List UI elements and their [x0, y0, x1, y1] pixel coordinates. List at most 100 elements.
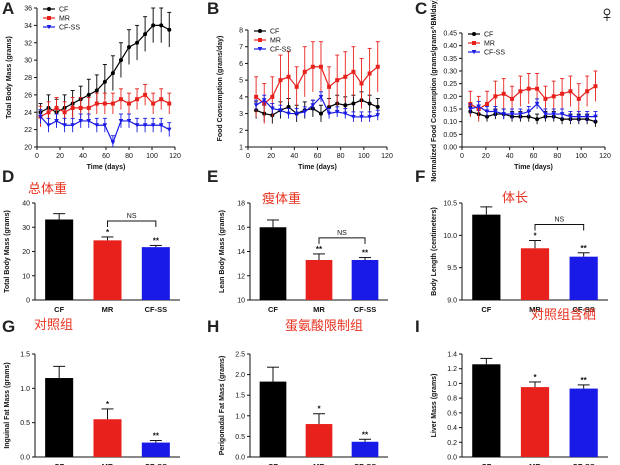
y-tick-label: 0.20	[443, 94, 457, 101]
y-tick-label: 9.5	[447, 265, 457, 272]
panel-a: A Total Body Mass (grams) 20 22 24 26 28 30 32 34…	[2, 0, 181, 171]
x-tick-label: 0	[246, 153, 250, 160]
y-tick-label: 14	[237, 249, 245, 256]
significance-marker: *	[106, 228, 110, 237]
data-point	[534, 101, 540, 107]
y-tick-label: 9.0	[447, 298, 457, 305]
bar-cf	[45, 378, 74, 457]
x-tick-label: 40	[290, 153, 298, 160]
data-point	[493, 109, 498, 114]
data-point	[484, 109, 490, 114]
y-tick-label: 24	[24, 110, 32, 117]
panel-label: C	[415, 0, 427, 18]
data-point	[143, 32, 148, 37]
data-point	[359, 81, 364, 86]
bar-cf	[472, 214, 501, 300]
annotation-methionine-restricted: 蛋氨酸限制组	[285, 318, 363, 333]
legend-entry: CF	[43, 7, 68, 14]
data-point	[126, 118, 132, 124]
legend-label: CF	[59, 7, 68, 14]
significance-marker: *	[533, 232, 537, 241]
category-label: CF	[54, 462, 64, 465]
y-tick-label: 0.5	[20, 420, 30, 427]
data-point	[102, 123, 108, 128]
category-label: CF-SS	[354, 462, 377, 465]
y-axis-label: Total Body Mass (grams)	[4, 210, 11, 293]
data-point	[159, 23, 164, 28]
y-tick-label: 0.6	[447, 410, 457, 417]
data-point	[375, 113, 381, 118]
bar-cf	[259, 381, 287, 457]
data-point	[593, 114, 598, 119]
data-point	[468, 107, 473, 112]
y-axis-label: Total Body Mass (grams)	[6, 36, 13, 119]
y-axis-label: Liver Mass (grams)	[431, 374, 438, 438]
data-point	[327, 84, 332, 89]
data-point	[94, 123, 100, 128]
data-point	[166, 127, 172, 132]
y-tick-label: 10	[237, 298, 245, 305]
data-point	[302, 109, 308, 115]
bar-mr	[93, 240, 122, 300]
panel-label: A	[2, 0, 14, 18]
y-tick-label: 0.0	[20, 455, 30, 462]
data-point	[135, 97, 140, 102]
data-point	[118, 97, 123, 102]
category-label: MR	[313, 462, 325, 465]
y-tick-label: 2.5	[235, 352, 245, 359]
data-point	[501, 91, 506, 96]
panel-c: C Normalized Food Consumption (grams/gram…	[415, 0, 611, 182]
y-tick-label: 40	[22, 201, 30, 208]
data-point	[593, 84, 598, 89]
legend-entry: CF-SS	[254, 47, 291, 54]
x-tick-label: 20	[482, 153, 490, 160]
x-tick-label: 20	[267, 153, 275, 160]
data-point	[568, 114, 573, 119]
data-point	[367, 71, 372, 76]
data-point	[535, 117, 540, 122]
y-axis-label: Inguinal Fat Mass (grams)	[4, 362, 11, 448]
category-label: CF	[268, 305, 278, 314]
data-point	[302, 69, 307, 74]
data-point	[485, 101, 490, 106]
x-axis-label: Time (days)	[87, 164, 126, 171]
x-tick-label: 40	[506, 153, 514, 160]
data-point	[142, 123, 148, 128]
data-point	[585, 89, 590, 94]
category-label: CF	[268, 462, 278, 465]
series-cf-ss	[38, 109, 172, 147]
y-tick-label: 0.35	[443, 56, 457, 63]
y-axis-label: Normalized Food Consumption (grams/grams…	[430, 0, 438, 182]
y-tick-label: 0.30	[443, 69, 457, 76]
data-point	[78, 105, 83, 110]
data-point	[576, 114, 582, 119]
y-tick-label: 4	[239, 94, 243, 101]
data-point	[559, 112, 565, 117]
data-point	[286, 104, 291, 109]
panel-g: G Inguinal Fat Mass (grams) 0.0 0.5 1.0 1.5 CF…	[2, 317, 180, 465]
y-tick-label: 3	[239, 111, 243, 118]
panel-label: F	[415, 167, 425, 186]
y-tick-label: 5	[239, 78, 243, 85]
y-tick-label: 10	[22, 273, 30, 280]
category-label: MR	[529, 462, 541, 465]
y-tick-label: 6	[239, 61, 243, 68]
y-tick-label: 1	[239, 145, 243, 152]
bar-cf-ss	[351, 259, 379, 300]
bar-cf-ss	[141, 442, 170, 457]
category-label: CF-SS	[354, 305, 377, 314]
data-point	[62, 110, 67, 115]
data-point	[270, 94, 275, 99]
category-label: CF-SS	[145, 305, 168, 314]
panel-f: F Body Length (centimeters) 9.0 9.5 10.0 10.5…	[415, 167, 608, 314]
y-axis-label: Body Length (centimeters)	[431, 207, 438, 296]
data-point	[127, 101, 131, 106]
significance-marker: *	[533, 373, 537, 382]
category-label: CF	[54, 305, 64, 314]
category-label: MR	[102, 462, 114, 465]
data-point	[343, 111, 348, 116]
legend-marker	[258, 38, 262, 42]
x-tick-label: 100	[575, 153, 587, 160]
female-symbol-icon: ♀	[598, 1, 616, 28]
